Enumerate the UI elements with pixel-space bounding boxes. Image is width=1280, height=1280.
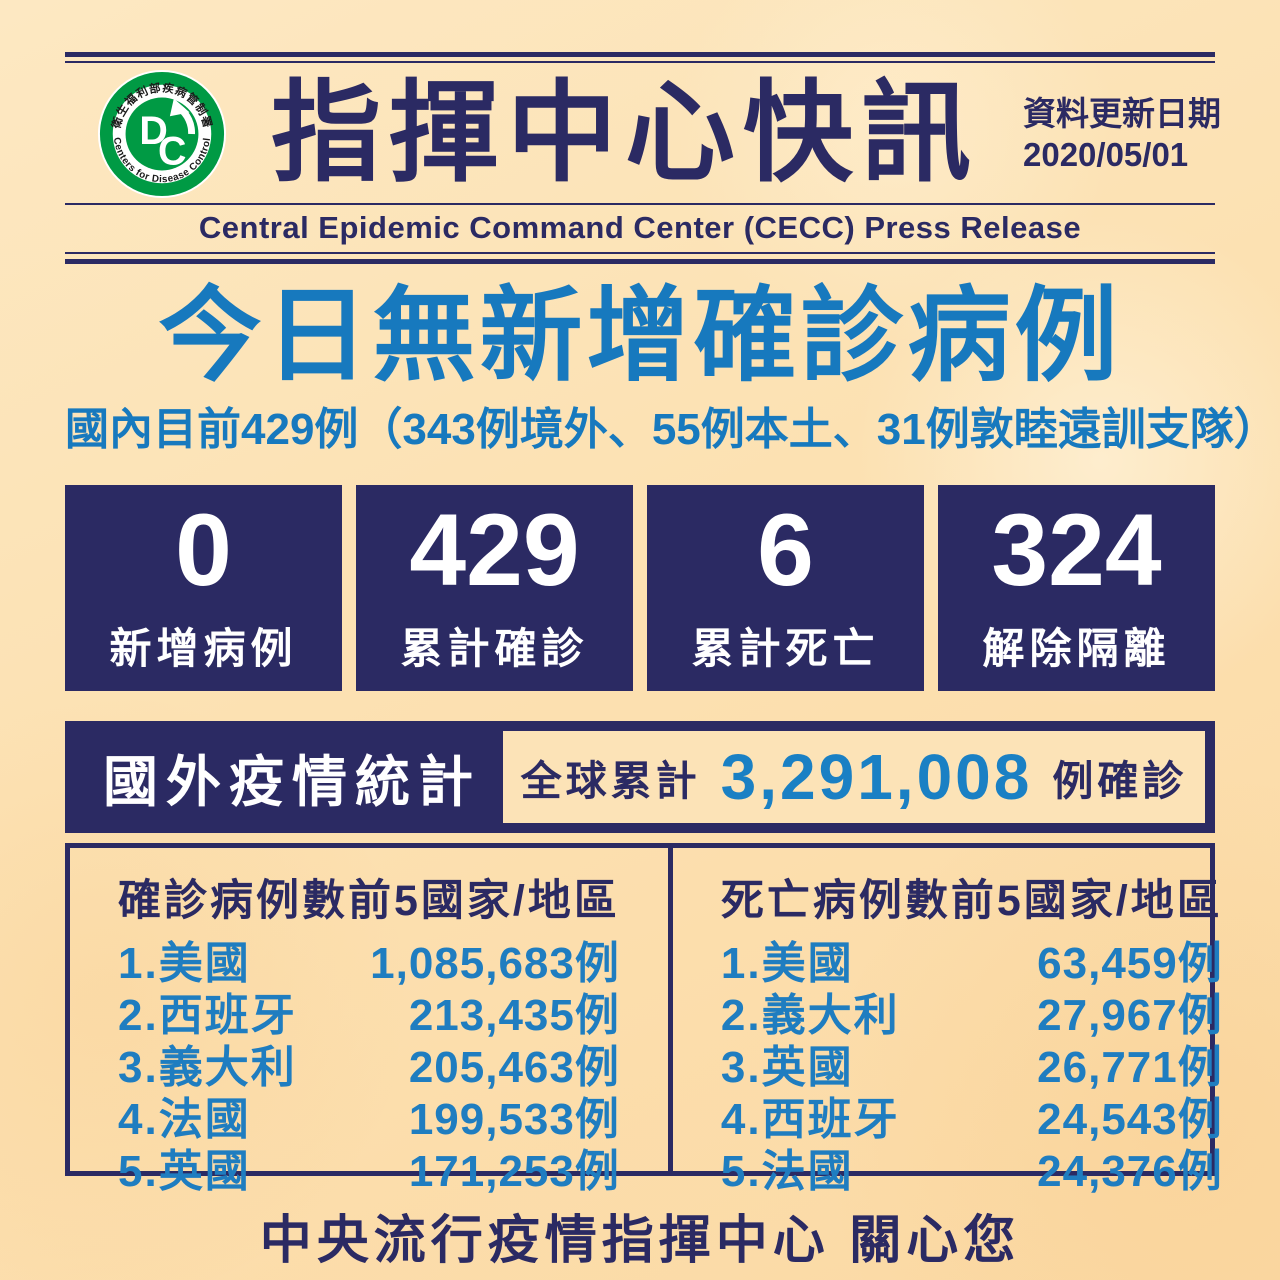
headline-main: 今日無新增確診病例 — [158, 278, 1122, 393]
subtitle-rule-top — [65, 203, 1215, 205]
stat-label: 新增病例 — [109, 625, 298, 673]
stat-total-deaths: 6 累計死亡 — [647, 484, 924, 691]
country-cell: 5.英國 — [118, 1146, 251, 1196]
stat-value: 6 — [757, 493, 814, 608]
subtitle-rule-bottom-thin — [65, 252, 1215, 254]
table-row: 2.義大利 27,967例 — [720, 990, 1223, 1040]
value-cell: 24,543例 — [1037, 1094, 1223, 1144]
global-total-suffix: 例確診 — [1052, 757, 1188, 804]
country-cell: 3.義大利 — [118, 1042, 297, 1092]
value-cell: 24,376例 — [1037, 1146, 1223, 1196]
value-cell: 1,085,683例 — [370, 938, 620, 988]
country-cell: 4.法國 — [118, 1094, 251, 1144]
stat-value: 324 — [991, 493, 1162, 608]
top-rule-thin — [65, 61, 1215, 63]
country-cell: 4.西班牙 — [720, 1094, 900, 1144]
stats-row: 0 新增病例 429 累計確診 6 累計死亡 324 解除隔離 — [65, 484, 1215, 691]
stat-total-confirmed: 429 累計確診 — [356, 484, 633, 691]
country-cell: 2.義大利 — [720, 990, 900, 1040]
table-row: 5.英國 171,253例 — [118, 1146, 620, 1196]
value-cell: 27,967例 — [1037, 990, 1223, 1040]
table-row: 3.英國 26,771例 — [720, 1042, 1223, 1092]
confirmed-table-rows: 1.美國 1,085,683例 2.西班牙 213,435例 3.義大利 205… — [118, 938, 620, 1196]
country-cell: 1.美國 — [118, 938, 251, 988]
stat-released-isolation: 324 解除隔離 — [938, 484, 1215, 691]
update-date-label: 資料更新日期 — [1023, 94, 1221, 132]
header: 衛生福利部疾病管制署 Centers for Disease Control D… — [65, 65, 1221, 203]
headline-sub: 國內目前429例（343例境外、55例本土、31例敦睦遠訓支隊） — [65, 405, 1278, 455]
deaths-table: 死亡病例數前5國家/地區 1.美國 63,459例 2.義大利 27,967例 … — [667, 847, 1271, 1195]
table-row: 4.西班牙 24,543例 — [720, 1094, 1223, 1144]
value-cell: 171,253例 — [408, 1146, 620, 1196]
table-row: 5.法國 24,376例 — [720, 1146, 1223, 1196]
stat-new-cases: 0 新增病例 — [65, 484, 342, 691]
value-cell: 199,533例 — [408, 1094, 620, 1144]
top5-tables: 確診病例數前5國家/地區 1.美國 1,085,683例 2.西班牙 213,4… — [65, 842, 1222, 1196]
top-rule-thick — [65, 52, 1215, 57]
confirmed-table-title: 確診病例數前5國家/地區 — [118, 876, 620, 925]
country-cell: 3.英國 — [720, 1042, 854, 1092]
logo-monogram-c: C — [158, 130, 186, 174]
stat-value: 429 — [409, 493, 580, 608]
page-title: 指揮中心快訊 — [271, 72, 979, 195]
value-cell: 63,459例 — [1037, 938, 1223, 988]
deaths-table-title: 死亡病例數前5國家/地區 — [720, 876, 1223, 925]
confirmed-table: 確診病例數前5國家/地區 1.美國 1,085,683例 2.西班牙 213,4… — [70, 848, 668, 1196]
table-row: 4.法國 199,533例 — [118, 1094, 620, 1144]
table-row: 3.義大利 205,463例 — [118, 1042, 620, 1092]
country-cell: 2.西班牙 — [118, 990, 297, 1040]
country-cell: 1.美國 — [720, 938, 854, 988]
value-cell: 213,435例 — [408, 990, 620, 1040]
country-cell: 5.法國 — [720, 1146, 854, 1196]
logo-monogram-d: D — [139, 109, 167, 153]
update-date: 資料更新日期 2020/05/01 — [1023, 93, 1221, 176]
footer-message: 中央流行疫情指揮中心 關心您 — [259, 1211, 1021, 1270]
table-row: 1.美國 63,459例 — [720, 938, 1223, 988]
global-stats-band: 國外疫情統計 全球累計 3,291,008 例確診 — [65, 720, 1215, 833]
stat-label: 累計確診 — [400, 625, 589, 673]
global-total-value: 3,291,008 — [720, 740, 1033, 813]
subtitle-rule-bottom-thick — [65, 259, 1215, 264]
value-cell: 26,771例 — [1037, 1042, 1223, 1092]
global-total-box: 全球累計 3,291,008 例確診 — [503, 730, 1205, 823]
deaths-table-rows: 1.美國 63,459例 2.義大利 27,967例 3.英國 26,771例 … — [720, 938, 1223, 1196]
subtitle-english: Central Epidemic Command Center (CECC) P… — [198, 210, 1082, 245]
update-date-value: 2020/05/01 — [1023, 136, 1189, 173]
global-total-prefix: 全球累計 — [520, 757, 701, 804]
table-row: 1.美國 1,085,683例 — [118, 938, 620, 988]
stat-label: 累計死亡 — [691, 625, 880, 673]
stat-label: 解除隔離 — [982, 625, 1171, 673]
value-cell: 205,463例 — [408, 1042, 620, 1092]
stat-value: 0 — [175, 493, 232, 608]
global-section-title: 國外疫情統計 — [103, 750, 482, 813]
cdc-logo-icon: 衛生福利部疾病管制署 Centers for Disease Control D… — [97, 69, 227, 199]
table-row: 2.西班牙 213,435例 — [118, 990, 620, 1040]
